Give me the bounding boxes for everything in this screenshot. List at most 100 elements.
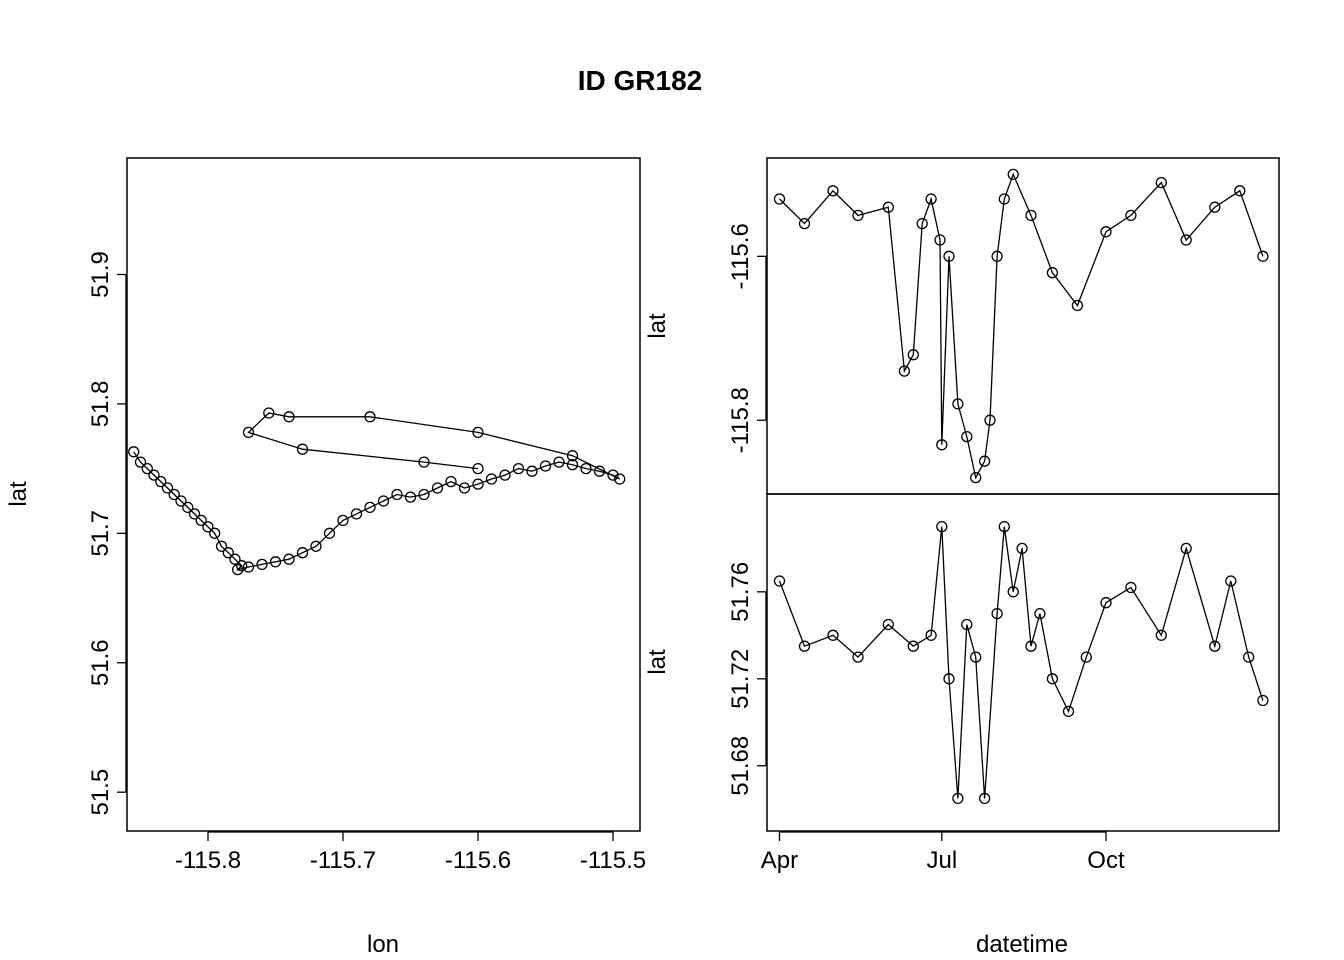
lon-lat-point bbox=[323, 527, 336, 539]
lon-lat-point bbox=[566, 459, 579, 471]
lon-lat-point bbox=[256, 558, 268, 571]
time-top-axes: -115.8 -115.6 bbox=[727, 223, 767, 453]
y-bottom-tick-label: 51.68 bbox=[727, 736, 754, 796]
time-top-point bbox=[1007, 168, 1019, 181]
lon-lat-point bbox=[195, 514, 207, 527]
lon-lat-point bbox=[377, 495, 390, 507]
time-bottom-point bbox=[1243, 651, 1255, 663]
time-bottom-point bbox=[798, 640, 811, 652]
lon-lat-point bbox=[566, 450, 579, 462]
lon-lat-point bbox=[472, 462, 484, 475]
time-bottom-point bbox=[936, 520, 948, 533]
lon-lat-point bbox=[337, 514, 349, 527]
time-top-point bbox=[943, 250, 955, 262]
lon-lat-track bbox=[128, 407, 626, 576]
lon-lat-point bbox=[296, 443, 309, 455]
time-top-point bbox=[978, 455, 991, 467]
time-top-point bbox=[1180, 234, 1192, 246]
lon-lat-point bbox=[232, 563, 244, 576]
y-axis-label-top: lat bbox=[644, 313, 671, 339]
time-top-point bbox=[998, 193, 1010, 205]
time-top-point bbox=[1155, 176, 1167, 189]
plot-frame-lon-lat bbox=[126, 157, 641, 832]
time-top-point bbox=[1234, 185, 1246, 197]
lon-lat-point bbox=[242, 426, 255, 439]
time-bottom-point bbox=[943, 673, 955, 685]
lon-lat-point bbox=[614, 473, 626, 485]
time-top-point bbox=[961, 430, 973, 443]
time-top-point bbox=[827, 185, 839, 197]
y-axis-label-bottom: lat bbox=[644, 649, 671, 675]
panel-time-top: -115.8 -115.6 lat bbox=[644, 157, 1280, 495]
lon-lat-point bbox=[175, 495, 187, 507]
lon-lat-point bbox=[485, 473, 498, 485]
lon-lat-point bbox=[202, 521, 214, 533]
time-bottom-point bbox=[1025, 640, 1037, 652]
time-bottom-point bbox=[970, 651, 982, 663]
time-bottom-point bbox=[978, 792, 991, 805]
time-bottom-point bbox=[1257, 694, 1269, 707]
y-bottom-tick-label: 51.76 bbox=[727, 562, 754, 622]
time-top-point bbox=[925, 193, 937, 205]
time-top-point bbox=[907, 349, 919, 361]
x-lon-tick-label: -115.8 bbox=[175, 847, 241, 874]
lon-lat-point bbox=[209, 527, 221, 539]
time-bottom-point bbox=[1125, 581, 1137, 594]
lon-lat-point bbox=[364, 501, 376, 514]
lon-lat-point bbox=[391, 488, 403, 501]
y-lat-tick-label: 51.7 bbox=[87, 510, 114, 557]
y-bottom-tick-label: 51.72 bbox=[727, 649, 754, 709]
lon-lat-point bbox=[161, 482, 174, 494]
lon-lat-point bbox=[458, 482, 471, 494]
lon-lat-point bbox=[472, 426, 484, 439]
time-top-point bbox=[1209, 201, 1221, 213]
lon-lat-point bbox=[182, 501, 194, 514]
lon-lat-point bbox=[472, 478, 484, 490]
time-bottom-point bbox=[952, 792, 964, 805]
y-lat-tick-label: 51.6 bbox=[87, 639, 114, 686]
x-lon-tick-label: -115.7 bbox=[310, 847, 376, 874]
lon-lat-point bbox=[526, 465, 538, 477]
time-bottom-point bbox=[907, 640, 919, 652]
time-bottom-line bbox=[778, 526, 1264, 799]
time-bottom-point bbox=[1209, 640, 1221, 652]
lon-lat-point bbox=[229, 553, 241, 565]
y-lat-tick-label: 51.9 bbox=[87, 251, 114, 298]
x-axis-label-lon: lon bbox=[367, 931, 399, 958]
time-top-point bbox=[1071, 299, 1084, 312]
time-bottom-point bbox=[852, 651, 864, 663]
lon-lat-point bbox=[269, 556, 282, 568]
y-top-tick-label: -115.6 bbox=[727, 223, 754, 289]
time-bottom-point bbox=[1034, 607, 1046, 620]
time-bottom-point bbox=[882, 618, 894, 631]
x-lon-tick-label: -115.6 bbox=[445, 847, 511, 874]
time-top-line bbox=[779, 172, 1264, 480]
time-bottom-point bbox=[773, 575, 786, 587]
lon-lat-point bbox=[222, 547, 234, 559]
time-top-series bbox=[773, 168, 1269, 484]
time-top-point bbox=[773, 193, 786, 205]
lon-lat-point bbox=[445, 475, 457, 488]
lon-lat-point bbox=[141, 462, 153, 475]
time-bottom-point bbox=[1080, 651, 1092, 663]
time-top-point bbox=[898, 365, 911, 377]
lon-lat-point bbox=[155, 475, 167, 488]
time-top-point bbox=[852, 209, 864, 222]
time-top-point bbox=[1100, 226, 1112, 238]
lon-lat-point bbox=[580, 462, 592, 475]
panel-lon-lat: -115.8 -115.7 -115.6 -115.5 51.5 51.6 51.7 51.8… bbox=[5, 157, 646, 958]
lon-lat-point bbox=[128, 446, 140, 458]
time-top-point bbox=[916, 217, 928, 230]
time-bottom-point bbox=[1225, 575, 1237, 587]
time-bottom-series bbox=[773, 520, 1269, 805]
lon-lat-point bbox=[539, 460, 552, 472]
time-bottom-point bbox=[961, 618, 973, 631]
chart-title: ID GR182 bbox=[578, 65, 703, 96]
lon-lat-point bbox=[418, 456, 430, 468]
time-top-point bbox=[991, 250, 1003, 262]
time-bottom-point bbox=[998, 520, 1010, 533]
lon-lat-point bbox=[283, 553, 295, 565]
x-datetime-tick-label: Apr bbox=[761, 847, 798, 874]
time-top-point bbox=[936, 439, 948, 451]
